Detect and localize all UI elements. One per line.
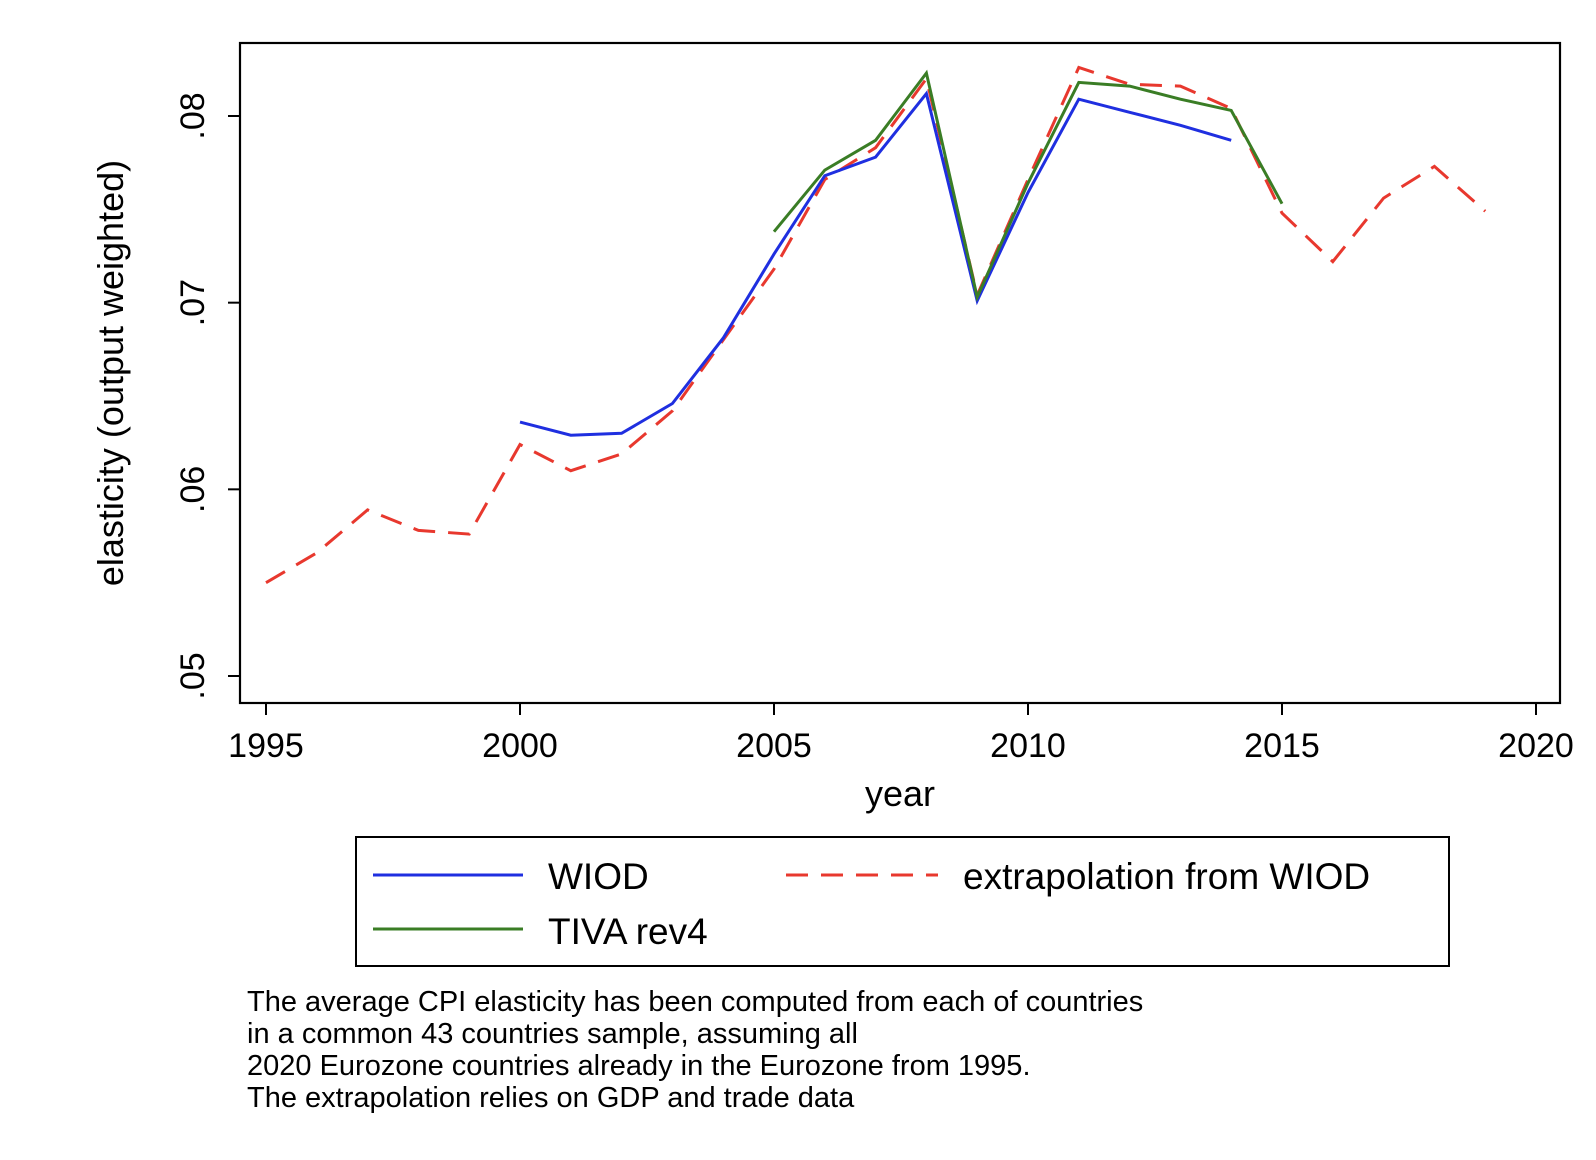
axis-ticks: 1995 2000 2005 2010 2015 2020 .05 .06 .07 .08	[174, 92, 1574, 765]
note-line: The average CPI elasticity has been comp…	[247, 986, 1447, 1018]
chart-note: The average CPI elasticity has been comp…	[247, 986, 1447, 1114]
y-tick-label: .07	[174, 279, 212, 326]
y-axis-title: elasticity (output weighted)	[90, 160, 131, 586]
y-tick-label: .05	[174, 652, 212, 699]
series-line-wiod	[520, 94, 1231, 436]
note-line: in a common 43 countries sample, assumin…	[247, 1018, 1447, 1050]
legend: WIOD extrapolation from WIOD TIVA rev4	[356, 837, 1449, 966]
y-tick-label: .08	[174, 92, 212, 139]
legend-label-extrapolation: extrapolation from WIOD	[963, 856, 1370, 897]
x-tick-label: 2005	[736, 727, 812, 765]
series-line-tiva-rev4	[774, 73, 1282, 297]
x-axis-title: year	[865, 773, 935, 814]
legend-label-tiva: TIVA rev4	[548, 911, 708, 952]
note-line: The extrapolation relies on GDP and trad…	[247, 1082, 1447, 1114]
legend-label-wiod: WIOD	[548, 856, 649, 897]
x-tick-label: 1995	[228, 727, 304, 765]
x-tick-label: 2020	[1498, 727, 1574, 765]
x-tick-label: 2010	[990, 727, 1066, 765]
plot-frame	[240, 43, 1560, 703]
x-tick-label: 2000	[482, 727, 558, 765]
note-line: 2020 Eurozone countries already in the E…	[247, 1050, 1447, 1082]
series-layer	[266, 68, 1485, 583]
y-tick-label: .06	[174, 466, 212, 513]
series-line-extrapolation-from-wiod	[266, 68, 1485, 583]
x-tick-label: 2015	[1244, 727, 1320, 765]
